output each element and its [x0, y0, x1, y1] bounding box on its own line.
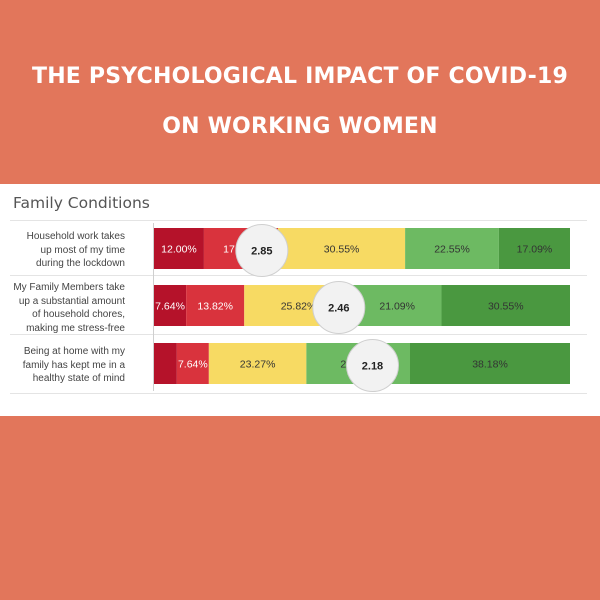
score-circle-r3 [345, 339, 399, 392]
row-label-1-line-1: Household work takes [26, 231, 125, 242]
bar-segment-r2-s4 [352, 285, 442, 326]
bar-label-r3-s3: 23.27% [240, 359, 276, 371]
score-label-r2: 2.46 [328, 303, 349, 315]
bar-segment-r1-s4 [405, 228, 499, 269]
stacked-bar-chart: 12.00%17.82%30.55%22.55%17.09%2.857.64%1… [154, 224, 570, 392]
bar-label-r2-s5: 30.55% [488, 301, 524, 313]
y-axis-line [153, 223, 154, 391]
score-circle-r2 [312, 281, 366, 334]
bar-label-r1-s4: 22.55% [434, 244, 470, 256]
bar-label-r2-s2: 13.82% [197, 301, 233, 313]
bar-segment-r1-s3 [278, 228, 406, 269]
bar-label-r2-s3: 25.82% [281, 301, 317, 313]
row-label-2-line-2: up a substantial amount [18, 295, 125, 307]
bar-segment-r2-s2 [186, 285, 245, 326]
bar-segment-r3-s1 [154, 343, 177, 384]
row-label-1-line-2: up most of my time [40, 244, 125, 256]
bar-segment-r1-s1 [154, 228, 204, 269]
row-label-2-line-4: making me stress-free [26, 322, 125, 334]
row-label-3-line-1: Being at home with my [23, 346, 125, 357]
bar-segment-r2-s1 [154, 285, 187, 326]
row-label-1-line-3: during the lockdown [36, 258, 125, 269]
bar-segment-r3-s3 [208, 343, 307, 384]
grid-line-top [10, 220, 587, 221]
grid-line-bottom [10, 393, 587, 394]
grid-line-row-1 [10, 275, 587, 276]
score-label-r3: 2.18 [362, 361, 383, 373]
row-label-2-line-3: of household chores, [32, 309, 125, 320]
banner-title-line-1: THE PSYCHOLOGICAL IMPACT OF COVID-19 [31, 64, 568, 89]
bar-label-r3-s5: 38.18% [472, 359, 508, 371]
bar-label-r2-s4: 21.09% [379, 301, 415, 313]
bar-segment-r3-s5 [410, 343, 570, 384]
banner-title-line-2: ON WORKING WOMEN [162, 114, 438, 139]
grid-line-row-2 [10, 334, 587, 335]
bar-segment-r3-s2 [176, 343, 209, 384]
row-label-2-line-1: My Family Members take [13, 282, 125, 293]
chart-title: Family Conditions [13, 194, 150, 212]
bar-segment-r2-s5 [441, 285, 570, 326]
row-label-3-line-2: family has kept me in a [22, 359, 125, 371]
chart-panel: Family Conditions Household work takes u… [0, 184, 600, 416]
bar-label-r2-s1: 7.64% [155, 301, 185, 313]
bar-label-r1-s3: 30.55% [324, 244, 360, 256]
bar-label-r3-s2: 7.64% [178, 359, 208, 371]
row-label-1: Household work takes up most of my time … [0, 230, 125, 271]
row-label-2: My Family Members take up a substantial … [0, 281, 125, 335]
row-label-3: Being at home with my family has kept me… [0, 345, 125, 386]
banner-title: THE PSYCHOLOGICAL IMPACT OF COVID-19 ON … [0, 52, 600, 152]
score-label-r1: 2.85 [251, 246, 272, 258]
bar-segment-r1-s5 [498, 228, 570, 269]
row-label-3-line-3: healthy state of mind [32, 373, 125, 384]
bar-label-r1-s1: 12.00% [161, 244, 197, 256]
score-circle-r1 [235, 224, 289, 277]
bar-label-r1-s5: 17.09% [517, 244, 553, 256]
